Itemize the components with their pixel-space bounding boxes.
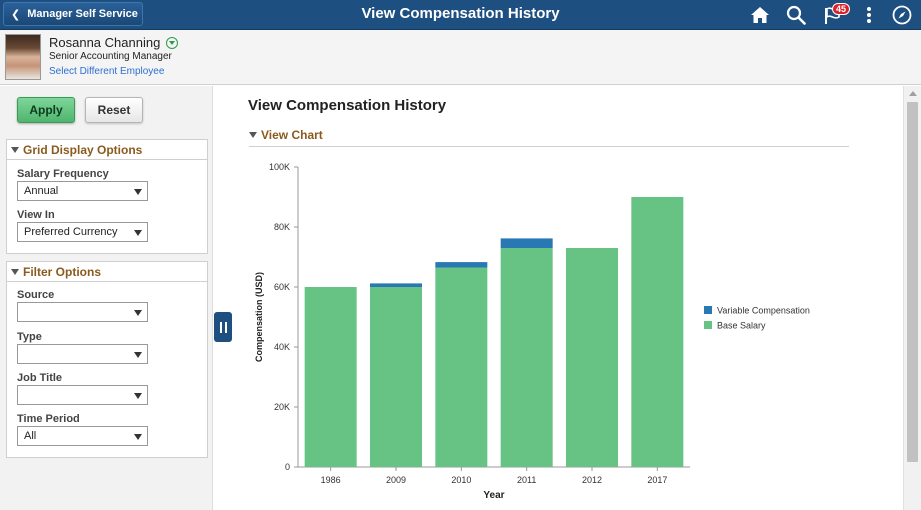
type-label: Type xyxy=(17,331,42,343)
source-label: Source xyxy=(17,289,55,301)
back-button[interactable]: ❮ Manager Self Service xyxy=(3,2,143,26)
home-icon[interactable] xyxy=(749,4,771,26)
chevron-left-icon: ❮ xyxy=(11,8,21,21)
panel-collapse-handle[interactable] xyxy=(214,312,232,342)
bar-base-salary xyxy=(500,248,553,467)
x-axis-label: Year xyxy=(483,490,504,501)
x-tick-label: 1986 xyxy=(321,475,341,485)
grid-display-options-group: Grid Display Options Salary Frequency An… xyxy=(6,139,208,254)
time-period-select[interactable]: All xyxy=(17,426,148,446)
view-in-label: View In xyxy=(17,209,55,221)
bar-base-salary xyxy=(435,267,488,467)
bar-base-salary xyxy=(631,197,684,467)
pause-bars-icon xyxy=(219,321,227,333)
y-tick-label: 100K xyxy=(269,162,290,172)
back-button-label: Manager Self Service xyxy=(27,8,138,20)
x-tick-label: 2017 xyxy=(647,475,667,485)
legend-entry: Base Salary xyxy=(717,321,766,331)
vertical-scrollbar[interactable] xyxy=(903,86,921,510)
x-tick-label: 2012 xyxy=(582,475,602,485)
employee-banner: Rosanna Channing Senior Accounting Manag… xyxy=(0,30,921,85)
y-tick-label: 60K xyxy=(274,282,290,292)
scroll-up-arrow-icon[interactable] xyxy=(909,91,917,96)
view-chart-section-title: View Chart xyxy=(261,128,323,142)
notifications-flag-icon[interactable]: 45 xyxy=(822,3,851,26)
y-tick-label: 0 xyxy=(285,462,290,472)
bar-variable-compensation xyxy=(435,262,488,268)
bar-base-salary xyxy=(370,287,422,467)
legend-swatch xyxy=(704,321,712,329)
apply-button[interactable]: Apply xyxy=(17,97,75,123)
chevron-down-icon[interactable] xyxy=(165,37,178,49)
grid-display-options-header[interactable]: Grid Display Options xyxy=(7,140,207,160)
bar-variable-compensation xyxy=(370,283,422,287)
y-axis-label: Compensation (USD) xyxy=(254,272,264,362)
page-title: View Compensation History xyxy=(248,97,447,114)
view-in-select[interactable]: Preferred Currency xyxy=(17,222,148,242)
collapse-triangle-icon xyxy=(249,132,257,138)
time-period-label: Time Period xyxy=(17,413,80,425)
view-chart-section-header[interactable]: View Chart xyxy=(249,128,849,147)
navbar-compass-icon[interactable] xyxy=(891,4,913,26)
employee-name-row: Rosanna Channing xyxy=(49,35,178,50)
bar-variable-compensation xyxy=(500,238,553,248)
employee-photo xyxy=(5,34,41,80)
actions-menu-icon[interactable] xyxy=(858,4,880,26)
employee-name: Rosanna Channing xyxy=(49,35,161,50)
source-select[interactable] xyxy=(17,302,148,322)
x-tick-label: 2011 xyxy=(517,475,536,485)
filter-options-header[interactable]: Filter Options xyxy=(7,262,207,282)
left-filter-panel: Apply Reset Grid Display Options Salary … xyxy=(0,86,213,510)
job-title-label: Job Title xyxy=(17,372,63,384)
reset-button[interactable]: Reset xyxy=(85,97,143,123)
type-select[interactable] xyxy=(17,344,148,364)
bar-base-salary xyxy=(566,248,618,467)
collapse-triangle-icon xyxy=(11,146,19,153)
grid-display-options-title: Grid Display Options xyxy=(23,142,143,157)
y-tick-label: 80K xyxy=(274,222,290,232)
header-bar: ❮ Manager Self Service View Compensation… xyxy=(0,0,921,30)
employee-job-title: Senior Accounting Manager xyxy=(49,51,172,62)
select-different-employee-link[interactable]: Select Different Employee xyxy=(49,66,165,77)
x-tick-label: 2009 xyxy=(386,475,406,485)
salary-frequency-select[interactable]: Annual xyxy=(17,181,148,201)
filter-options-title: Filter Options xyxy=(23,264,101,279)
search-icon[interactable] xyxy=(785,4,807,26)
legend-swatch xyxy=(704,306,712,314)
job-title-select[interactable] xyxy=(17,385,148,405)
scrollbar-thumb[interactable] xyxy=(907,102,918,462)
bar-base-salary xyxy=(304,287,357,467)
x-tick-label: 2010 xyxy=(451,475,471,485)
salary-frequency-label: Salary Frequency xyxy=(17,168,109,180)
filter-options-group: Filter Options Source Type Job Title Tim… xyxy=(6,261,208,458)
y-tick-label: 20K xyxy=(274,402,290,412)
compensation-chart: 0 20K 40K 60K 80K 100K 1986 2009 2010 2011 2012 201… xyxy=(254,162,810,501)
legend-entry: Variable Compensation xyxy=(717,306,810,316)
y-tick-label: 40K xyxy=(274,342,290,352)
collapse-triangle-icon xyxy=(11,268,19,275)
notification-count-badge: 45 xyxy=(832,3,851,15)
